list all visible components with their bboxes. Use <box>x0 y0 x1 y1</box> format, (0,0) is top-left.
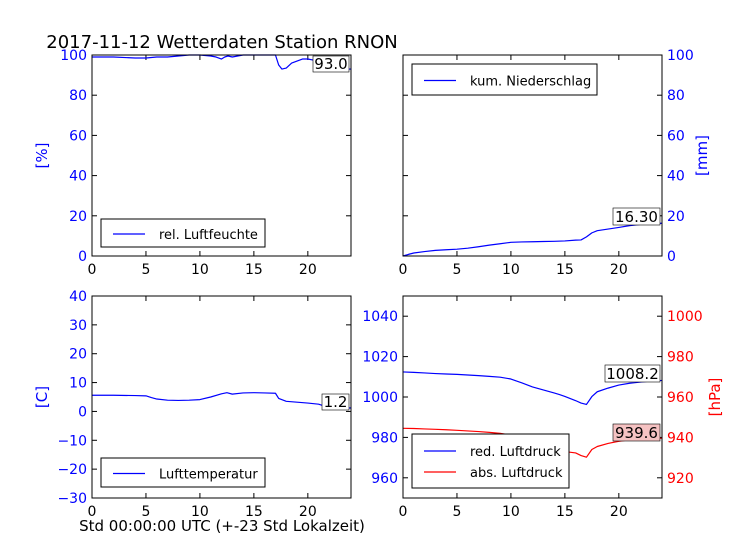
y-tick-label: 980 <box>371 430 398 446</box>
x-tick-label: 5 <box>141 504 150 520</box>
x-tick-label: 15 <box>556 262 574 278</box>
y-tick-label: 20 <box>69 209 87 225</box>
x-tick-label: 20 <box>299 262 317 278</box>
x-tick-label: 0 <box>88 262 97 278</box>
annotation-box <box>321 393 350 411</box>
axes-frame <box>402 54 663 257</box>
y-tick-label: 80 <box>69 88 87 104</box>
y2-tick-label: 940 <box>667 430 694 446</box>
x-tick-label: 15 <box>245 504 263 520</box>
y-tick-label: 30 <box>69 318 87 334</box>
y-tick-label: 100 <box>60 48 87 64</box>
y-tick-label: 20 <box>667 209 685 225</box>
y2-tick-label: 960 <box>667 390 694 406</box>
y-tick-label: −30 <box>57 491 87 507</box>
y-tick-label: 0 <box>78 249 87 265</box>
series-line-0 <box>92 54 351 70</box>
x-tick-label: 20 <box>299 504 317 520</box>
series-line-0 <box>92 392 352 409</box>
legend-label: rel. Luftfeuchte <box>159 228 258 243</box>
value-annotation: 1.2 <box>321 393 350 411</box>
legend: kum. Niederschlag <box>411 63 598 96</box>
value-annotation: 939.6 <box>612 423 661 442</box>
x-tick-label: 10 <box>502 262 520 278</box>
legend-box <box>100 218 266 248</box>
value-annotation: 1008.2 <box>604 364 661 383</box>
value-annotation: 93.0 <box>312 55 350 73</box>
y-tick-label: 20 <box>69 347 87 363</box>
y-axis-label: [%] <box>33 143 51 169</box>
x-tick-label: 0 <box>399 504 408 520</box>
y-axis-label: [C] <box>33 386 51 408</box>
y-tick-label: 0 <box>667 249 676 265</box>
y-tick-label: 40 <box>69 289 87 305</box>
y-tick-label: 1000 <box>362 390 398 406</box>
x-tick-label: 5 <box>452 504 461 520</box>
series-line-0 <box>402 371 663 406</box>
y2-tick-label: 980 <box>667 350 694 366</box>
axes-frame <box>91 295 352 499</box>
legend-label: red. Luftdruck <box>470 445 561 460</box>
y-tick-label: 80 <box>667 88 685 104</box>
y-tick-label: 60 <box>667 128 685 144</box>
x-tick-label: 20 <box>610 504 628 520</box>
temperature-panel: 0 5 10 15 20 −30 −20 −10 0 10 20 30 40 [C] Std 00:00:0… <box>33 289 365 535</box>
precip-panel: 0 5 10 15 20 0 20 40 60 80 100 [mm] kum. Niederschla… <box>399 48 711 278</box>
legend-label: kum. Niederschlag <box>470 75 591 90</box>
annotation-text: 1008.2 <box>606 365 659 383</box>
x-tick-label: 5 <box>452 262 461 278</box>
y2-tick-label: 1000 <box>667 309 703 325</box>
x-tick-label: 10 <box>191 262 209 278</box>
legend: rel. Luftfeuchte <box>100 218 266 248</box>
y-tick-label: 40 <box>69 169 87 185</box>
y-tick-label: 1040 <box>362 309 398 325</box>
y-tick-label: −10 <box>57 433 87 449</box>
y2-tick-label: 920 <box>667 471 694 487</box>
x-tick-label: 10 <box>191 504 209 520</box>
legend-box <box>411 63 598 96</box>
value-annotation: 16.30 <box>612 207 661 226</box>
humidity-panel: 0 5 10 15 20 0 20 40 60 80 100 [%] 2017-11-12 Wetter… <box>33 32 398 278</box>
y-axis-label: [mm] <box>693 135 711 176</box>
annotation-text: 939.6 <box>615 424 658 442</box>
x-tick-label: 15 <box>245 262 263 278</box>
annotation-box <box>612 207 661 226</box>
x-axis-label: Std 00:00:00 UTC (+-23 Std Lokalzeit) <box>79 517 365 535</box>
y-tick-label: 40 <box>667 169 685 185</box>
y-tick-label: −20 <box>57 462 87 478</box>
x-tick-label: 0 <box>88 504 97 520</box>
annotation-text: 93.0 <box>314 55 347 73</box>
pressure-panel: 0 5 10 15 20 960 980 1000 1020 1040 920 940 960 980 10… <box>362 295 724 520</box>
legend-label: abs. Luftdruck <box>470 466 563 481</box>
y-tick-label: 960 <box>371 471 398 487</box>
axes-frame <box>91 54 352 257</box>
annotation-text: 16.30 <box>615 208 658 226</box>
annotation-box <box>604 364 661 383</box>
x-tick-label: 15 <box>556 504 574 520</box>
y-tick-label: 10 <box>69 376 87 392</box>
legend-label: Lufttemperatur <box>159 468 258 483</box>
x-tick-label: 5 <box>141 262 150 278</box>
legend-box <box>100 457 266 488</box>
annotation-box <box>612 423 661 442</box>
y-tick-label: 100 <box>667 48 694 64</box>
annotation-text: 1.2 <box>324 393 348 411</box>
legend-box <box>411 433 570 489</box>
annotation-box <box>312 55 350 73</box>
x-tick-label: 0 <box>399 262 408 278</box>
y-tick-label: 1020 <box>362 350 398 366</box>
legend: Lufttemperatur <box>100 457 266 488</box>
legend: red. Luftdruck abs. Luftdruck <box>411 433 570 489</box>
y2-axis-label: [hPa] <box>706 378 724 417</box>
axes-frame <box>402 295 663 499</box>
y-tick-label: 60 <box>69 128 87 144</box>
x-tick-label: 20 <box>610 262 628 278</box>
y-tick-label: 0 <box>78 404 87 420</box>
chart-title: 2017-11-12 Wetterdaten Station RNON <box>46 32 397 53</box>
series-line-0 <box>402 222 663 257</box>
x-tick-label: 10 <box>502 504 520 520</box>
